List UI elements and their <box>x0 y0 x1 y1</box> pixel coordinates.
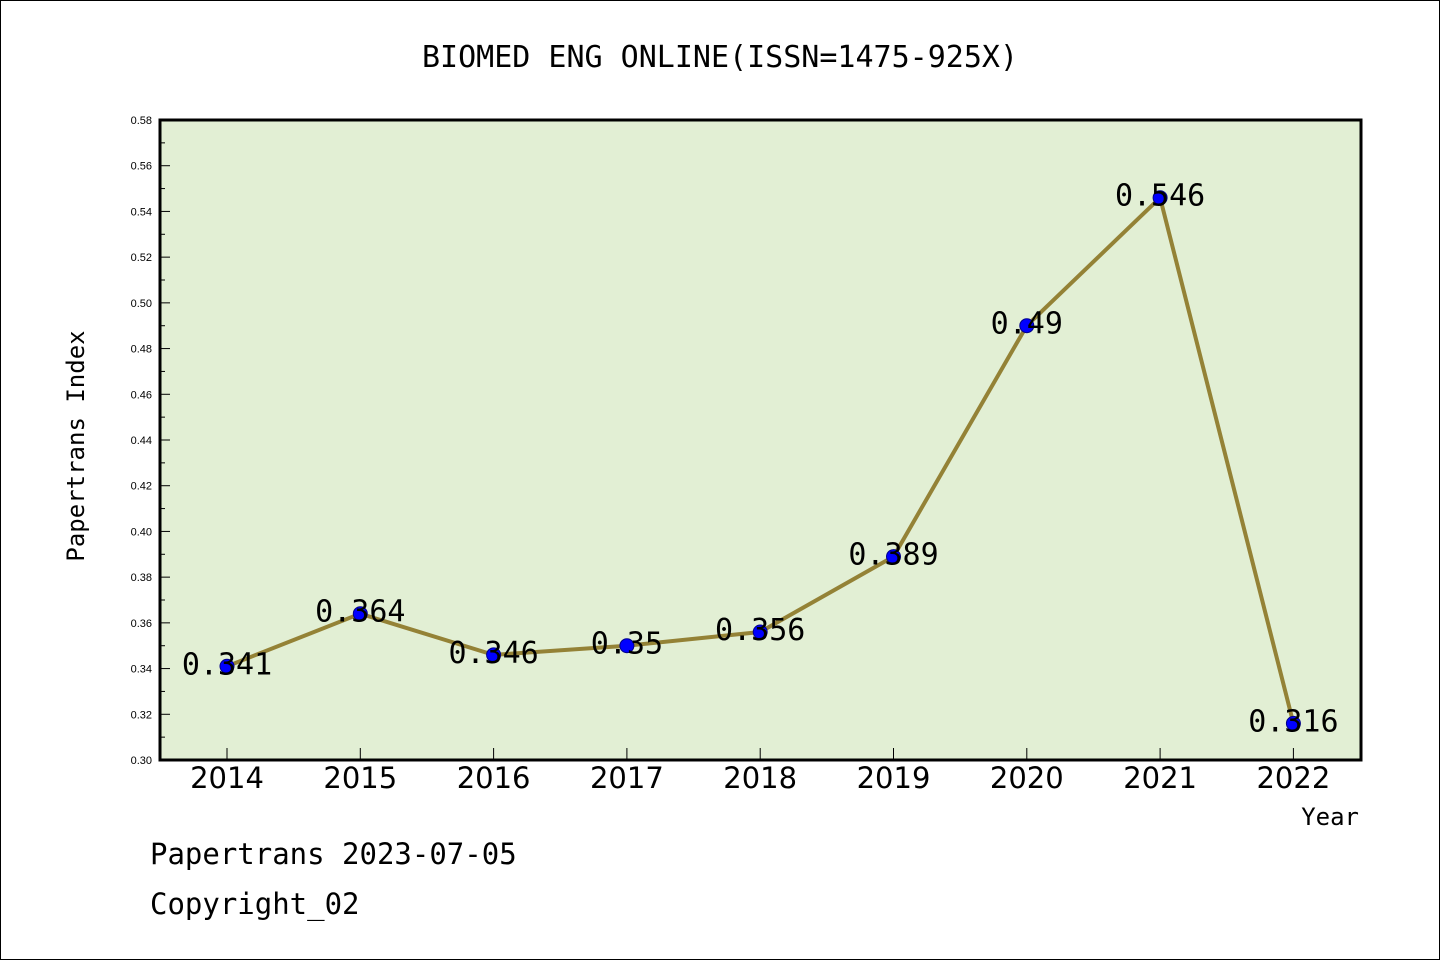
y-tick-label: 0.36 <box>131 618 152 630</box>
x-tick-label: 2018 <box>723 761 797 795</box>
data-point <box>486 647 502 663</box>
x-tick-label: 2015 <box>323 761 397 795</box>
chart-title: BIOMED ENG ONLINE(ISSN=1475-925X) <box>422 40 1018 75</box>
data-label: 0.364 <box>315 595 405 630</box>
y-tick-label: 0.54 <box>131 206 152 218</box>
y-tick-label: 0.44 <box>131 435 152 447</box>
data-labels: 0.341 0.364 0.346 0.35 0.356 0.389 0.49 0.546 0.… <box>182 179 1339 740</box>
x-axis-label: Year <box>1301 803 1359 831</box>
y-tick-label: 0.58 <box>131 115 152 127</box>
data-label: 0.389 <box>848 538 938 573</box>
plot-area <box>160 120 1361 760</box>
data-markers <box>219 190 1301 731</box>
y-tick-label: 0.40 <box>131 526 152 538</box>
data-label: 0.546 <box>1115 179 1205 214</box>
data-label: 0.35 <box>591 627 663 662</box>
x-axis: 2014 2015 2016 2017 2018 2019 2020 2021 2022 <box>190 748 1330 795</box>
plot-border <box>158 118 1363 762</box>
y-tick-label: 0.38 <box>131 572 152 584</box>
data-point <box>1019 318 1035 334</box>
x-tick-label: 2022 <box>1256 761 1330 795</box>
data-label: 0.356 <box>715 613 805 648</box>
y-tick-label: 0.50 <box>131 298 152 310</box>
x-tick-label: 2017 <box>590 761 664 795</box>
x-tick-label: 2021 <box>1123 761 1197 795</box>
y-tick-label: 0.32 <box>131 709 152 721</box>
data-label: 0.346 <box>448 636 538 671</box>
x-tick-label: 2020 <box>990 761 1064 795</box>
footer-date: Papertrans 2023-07-05 <box>150 837 517 871</box>
y-tick-label: 0.56 <box>131 161 152 173</box>
x-tick-label: 2016 <box>457 761 531 795</box>
x-tick-label: 2019 <box>857 761 931 795</box>
data-point <box>219 658 235 674</box>
y-tick-label: 0.46 <box>131 389 152 401</box>
data-point <box>1285 715 1301 731</box>
y-axis: 0.30 0.32 0.34 0.36 0.38 0.40 0.42 0.44 0.46 0.48… <box>131 115 170 767</box>
x-tick-label: 2014 <box>190 761 264 795</box>
data-label: 0.341 <box>182 647 272 682</box>
footer-copyright: Copyright_02 <box>150 887 360 922</box>
data-point <box>352 606 368 622</box>
y-axis-label: Papertrans Index <box>62 330 90 561</box>
data-point <box>1152 190 1168 206</box>
data-label: 0.316 <box>1248 704 1338 739</box>
data-point <box>752 624 768 640</box>
y-tick-label: 0.42 <box>131 481 152 493</box>
y-tick-label: 0.48 <box>131 344 152 356</box>
data-point <box>619 638 635 654</box>
y-tick-label: 0.52 <box>131 252 152 264</box>
y-tick-label: 0.30 <box>131 755 152 767</box>
y-tick-label: 0.34 <box>131 664 152 676</box>
data-point <box>886 549 901 565</box>
data-label: 0.49 <box>991 307 1063 342</box>
